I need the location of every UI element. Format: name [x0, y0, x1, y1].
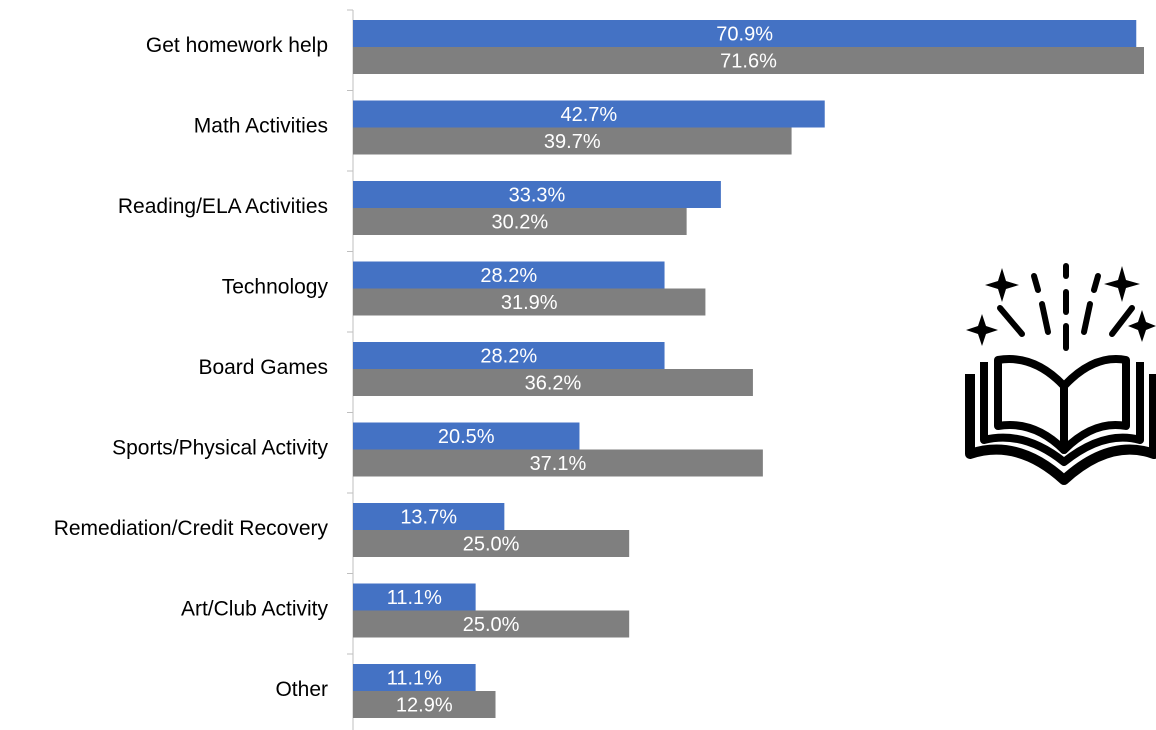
category-label: Remediation/Credit Recovery [54, 517, 329, 540]
data-label: 20.5% [438, 426, 495, 448]
data-label: 39.7% [544, 131, 601, 153]
bar-series-2 [353, 47, 1144, 74]
bar-series-2 [353, 691, 496, 718]
bar-series-1 [353, 342, 665, 369]
category-label: Reading/ELA Activities [118, 195, 328, 218]
data-label: 31.9% [501, 292, 558, 314]
category-label: Board Games [198, 356, 328, 379]
bar-series-1 [353, 664, 476, 691]
category-label: Other [275, 678, 328, 701]
category-label: Get homework help [146, 34, 328, 57]
data-label: 11.1% [387, 668, 442, 690]
data-label: 28.2% [480, 265, 537, 287]
rays-icon [997, 263, 1135, 351]
data-label: 25.0% [463, 614, 520, 636]
category-label: Sports/Physical Activity [112, 437, 328, 460]
category-label: Art/Club Activity [181, 598, 329, 621]
bar-series-1 [353, 100, 825, 128]
bar-series-1 [353, 20, 1137, 47]
bar-series-2 [353, 369, 753, 396]
sparkle-icon [985, 268, 1019, 302]
data-label: 36.2% [525, 373, 582, 395]
sparkle-icon [1104, 266, 1140, 302]
bar-series-1 [353, 422, 580, 450]
bar-series-2 [353, 530, 630, 557]
chart-labels: Get homework help 70.9% 71.6% Math Activiti… [54, 24, 777, 717]
data-label: 25.0% [463, 534, 520, 556]
data-label: 71.6% [720, 51, 777, 73]
data-label: 28.2% [480, 346, 537, 368]
bar-series-2 [353, 288, 706, 316]
data-label: 70.9% [716, 24, 773, 46]
data-label: 33.3% [509, 185, 566, 207]
sparkle-icon [1128, 310, 1156, 342]
data-label: 42.7% [561, 104, 618, 126]
category-label: Technology [222, 276, 329, 299]
data-label: 13.7% [400, 507, 457, 529]
bar-series-2 [353, 449, 763, 477]
bar-series-2 [353, 208, 687, 235]
bar-series-1 [353, 261, 665, 289]
bar-series-1 [353, 181, 721, 208]
open-book-icon [965, 263, 1156, 485]
book-body-icon [965, 355, 1156, 485]
sparkle-icon [966, 314, 998, 346]
chart-axis [347, 9, 354, 730]
data-label: 11.1% [387, 587, 442, 609]
data-label: 37.1% [530, 453, 587, 475]
bar-series-2 [353, 610, 630, 638]
bar-series-1 [353, 583, 476, 611]
bar-series-2 [353, 127, 792, 155]
data-label: 30.2% [491, 212, 548, 234]
data-label: 12.9% [396, 695, 453, 717]
chart-bars [353, 20, 1144, 718]
bar-series-1 [353, 503, 505, 530]
category-label: Math Activities [194, 115, 328, 138]
